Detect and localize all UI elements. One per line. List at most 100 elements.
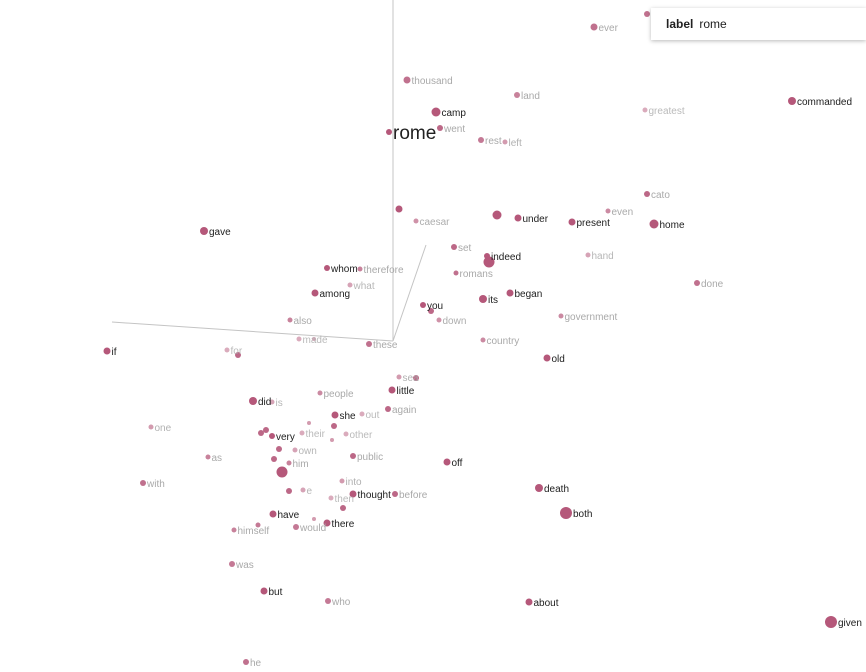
word-point[interactable] bbox=[413, 375, 419, 381]
word-point[interactable] bbox=[205, 454, 211, 460]
word-point[interactable] bbox=[453, 270, 459, 276]
word-point[interactable] bbox=[339, 478, 345, 484]
word-point[interactable] bbox=[492, 210, 502, 220]
word-label: greatest bbox=[649, 106, 685, 117]
word-point[interactable] bbox=[249, 397, 257, 405]
word-point[interactable] bbox=[331, 411, 339, 419]
word-point[interactable] bbox=[479, 295, 487, 303]
word-point[interactable] bbox=[286, 488, 292, 494]
word-point[interactable] bbox=[312, 337, 316, 341]
word-point[interactable] bbox=[231, 527, 237, 533]
word-point[interactable] bbox=[140, 480, 146, 486]
word-label: for bbox=[231, 346, 243, 357]
word-point[interactable] bbox=[543, 354, 551, 362]
word-point[interactable] bbox=[317, 390, 323, 396]
word-point[interactable] bbox=[535, 484, 543, 492]
word-point[interactable] bbox=[229, 561, 235, 567]
word-point[interactable] bbox=[325, 598, 331, 604]
word-point[interactable] bbox=[148, 424, 154, 430]
word-point[interactable] bbox=[293, 524, 299, 530]
word-point[interactable] bbox=[506, 289, 514, 297]
word-point[interactable] bbox=[514, 92, 520, 98]
word-point[interactable] bbox=[103, 347, 111, 355]
word-point[interactable] bbox=[480, 337, 486, 343]
word-point[interactable] bbox=[366, 341, 372, 347]
word-point[interactable] bbox=[258, 430, 264, 436]
word-point[interactable] bbox=[350, 453, 356, 459]
word-point[interactable] bbox=[483, 256, 495, 268]
word-point[interactable] bbox=[428, 308, 434, 314]
word-point[interactable] bbox=[437, 125, 443, 131]
word-point[interactable] bbox=[323, 519, 331, 527]
word-point[interactable] bbox=[269, 433, 275, 439]
word-point[interactable] bbox=[292, 447, 298, 453]
word-point[interactable] bbox=[443, 458, 451, 466]
word-point[interactable] bbox=[478, 137, 484, 143]
word-point[interactable] bbox=[300, 487, 306, 493]
word-point[interactable] bbox=[286, 460, 292, 466]
word-point[interactable] bbox=[263, 427, 269, 433]
word-point[interactable] bbox=[825, 616, 837, 628]
word-point[interactable] bbox=[451, 244, 457, 250]
word-point[interactable] bbox=[359, 411, 365, 417]
word-point[interactable] bbox=[644, 11, 650, 17]
word-point[interactable] bbox=[585, 252, 591, 258]
word-label: out bbox=[366, 410, 380, 421]
word-point[interactable] bbox=[605, 208, 611, 214]
word-point[interactable] bbox=[386, 129, 392, 135]
word-point[interactable] bbox=[328, 495, 334, 501]
word-point[interactable] bbox=[396, 374, 402, 380]
word-point[interactable] bbox=[287, 317, 293, 323]
word-point[interactable] bbox=[200, 227, 208, 235]
word-point[interactable] bbox=[694, 280, 700, 286]
word-point[interactable] bbox=[269, 399, 275, 405]
word-point[interactable] bbox=[644, 191, 650, 197]
word-point[interactable] bbox=[349, 490, 357, 498]
word-point[interactable] bbox=[357, 266, 363, 272]
word-point[interactable] bbox=[347, 282, 353, 288]
word-point[interactable] bbox=[525, 598, 533, 606]
word-point[interactable] bbox=[311, 289, 319, 297]
word-point[interactable] bbox=[413, 218, 419, 224]
word-label: himself bbox=[238, 526, 270, 537]
word-point[interactable] bbox=[331, 423, 337, 429]
word-point[interactable] bbox=[269, 510, 277, 518]
word-point[interactable] bbox=[590, 23, 598, 31]
word-point[interactable] bbox=[276, 446, 282, 452]
word-point[interactable] bbox=[388, 386, 396, 394]
word-point[interactable] bbox=[276, 466, 288, 478]
word-point[interactable] bbox=[558, 313, 564, 319]
word-point[interactable] bbox=[324, 265, 330, 271]
word-point[interactable] bbox=[330, 438, 334, 442]
word-point[interactable] bbox=[642, 107, 648, 113]
word-point[interactable] bbox=[340, 505, 346, 511]
word-point[interactable] bbox=[788, 97, 796, 105]
word-point[interactable] bbox=[312, 517, 316, 521]
selection-info-panel: label rome bbox=[651, 8, 866, 40]
word-point[interactable] bbox=[296, 336, 302, 342]
word-point[interactable] bbox=[395, 205, 403, 213]
word-point[interactable] bbox=[385, 406, 391, 412]
word-point[interactable] bbox=[260, 587, 268, 595]
word-point[interactable] bbox=[255, 522, 261, 528]
word-point[interactable] bbox=[299, 430, 305, 436]
word-point[interactable] bbox=[560, 507, 572, 519]
word-point[interactable] bbox=[403, 76, 411, 84]
word-point[interactable] bbox=[224, 347, 230, 353]
word-point[interactable] bbox=[431, 107, 441, 117]
word-point[interactable] bbox=[392, 491, 398, 497]
word-point[interactable] bbox=[502, 139, 508, 145]
word-point[interactable] bbox=[436, 317, 442, 323]
word-point[interactable] bbox=[307, 421, 311, 425]
word-point[interactable] bbox=[420, 302, 426, 308]
word-point[interactable] bbox=[343, 431, 349, 437]
word-point[interactable] bbox=[514, 214, 522, 222]
word-point[interactable] bbox=[271, 456, 277, 462]
word-label: camp bbox=[442, 108, 467, 119]
word-point[interactable] bbox=[649, 219, 659, 229]
word-point[interactable] bbox=[235, 352, 241, 358]
word-point[interactable] bbox=[568, 218, 576, 226]
word-point[interactable] bbox=[243, 659, 249, 665]
word-points[interactable] bbox=[103, 11, 838, 665]
